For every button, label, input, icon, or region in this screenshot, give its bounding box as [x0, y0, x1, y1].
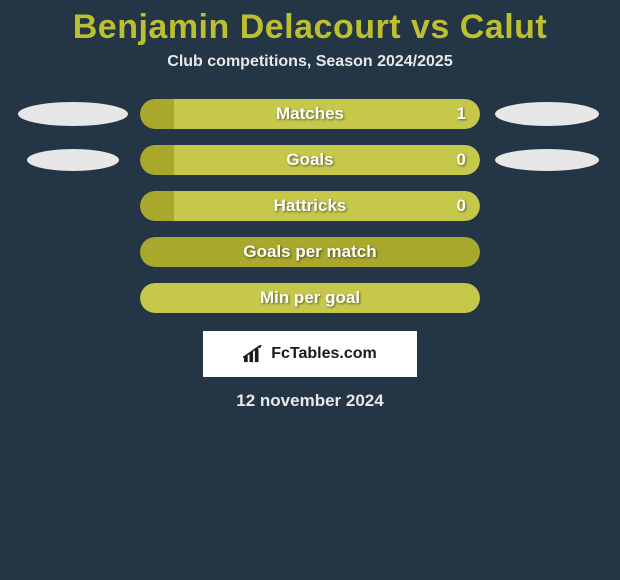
bars-icon — [243, 345, 265, 363]
page-title: Benjamin Delacourt vs Calut — [73, 8, 548, 47]
stat-right-value: 1 — [457, 104, 466, 124]
stat-right-value: 0 — [457, 196, 466, 216]
date-label: 12 november 2024 — [236, 391, 383, 411]
stat-label: Min per goal — [260, 288, 360, 308]
attribution-text: FcTables.com — [271, 345, 377, 363]
right-value-slot — [492, 145, 602, 175]
stat-row: Matches 1 — [0, 99, 620, 129]
stat-right-value: 0 — [457, 150, 466, 170]
stat-label: Goals — [286, 150, 333, 170]
player-right-marker — [495, 149, 599, 171]
stat-bar: Goals per match — [140, 237, 480, 267]
left-value-slot — [18, 145, 128, 175]
stat-rows: Matches 1 Goals 0 Hattricks 0 Goals per match M… — [0, 99, 620, 313]
player-right-marker — [495, 102, 599, 126]
stat-bar-left-segment — [140, 145, 174, 175]
page-subtitle: Club competitions, Season 2024/2025 — [167, 53, 452, 71]
right-value-slot — [492, 283, 602, 313]
stat-bar-left-segment — [140, 99, 174, 129]
stat-bar: Min per goal — [140, 283, 480, 313]
right-value-slot — [492, 237, 602, 267]
stat-label: Hattricks — [274, 196, 347, 216]
player-left-marker — [18, 102, 128, 126]
stat-row: Min per goal — [0, 283, 620, 313]
right-value-slot — [492, 99, 602, 129]
left-value-slot — [18, 283, 128, 313]
left-value-slot — [18, 237, 128, 267]
attribution-badge: FcTables.com — [203, 331, 417, 377]
left-value-slot — [18, 191, 128, 221]
stat-row: Goals per match — [0, 237, 620, 267]
stat-bar: Goals 0 — [140, 145, 480, 175]
left-value-slot — [18, 99, 128, 129]
stat-bar: Matches 1 — [140, 99, 480, 129]
stat-label: Matches — [276, 104, 344, 124]
right-value-slot — [492, 191, 602, 221]
stat-bar-left-segment — [140, 191, 174, 221]
stat-row: Goals 0 — [0, 145, 620, 175]
player-left-marker — [27, 149, 119, 171]
comparison-infographic: Benjamin Delacourt vs Calut Club competi… — [0, 0, 620, 411]
stat-label: Goals per match — [243, 242, 376, 262]
stat-bar: Hattricks 0 — [140, 191, 480, 221]
stat-row: Hattricks 0 — [0, 191, 620, 221]
